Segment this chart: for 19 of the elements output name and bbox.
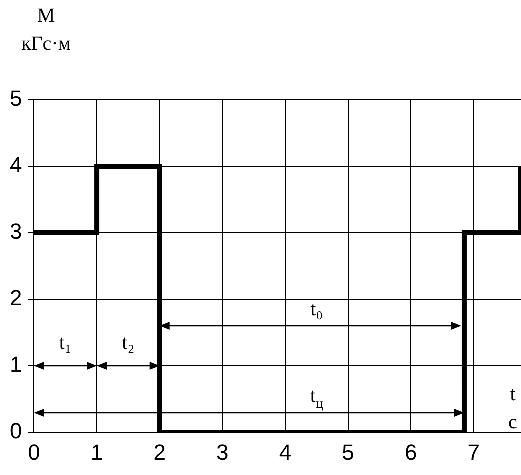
x-tick-label: 6	[404, 440, 418, 465]
x-tick-label: 2	[154, 440, 166, 465]
y-tick-label: 2	[10, 286, 22, 311]
x-tick-label: 3	[216, 440, 229, 465]
y-tick-label: 0	[10, 418, 22, 444]
x-tick-label: 5	[342, 440, 354, 465]
y-tick-label: 3	[10, 219, 22, 244]
annotation: t₁	[59, 332, 72, 354]
x-tick-label: 4	[279, 440, 292, 465]
annotation: t₂	[122, 332, 135, 354]
y-tick-label: 1	[10, 352, 22, 378]
x-tick-label: 1	[90, 440, 104, 465]
annotation: t₀	[310, 298, 324, 321]
x-tick-label: 7	[468, 440, 480, 465]
x-axis-title: t с	[508, 384, 518, 434]
y-tick-label: 4	[10, 152, 22, 178]
y-axis-title: M кГс·м	[22, 5, 72, 55]
x-tick-label: 0	[28, 440, 40, 465]
y-tick-label: 5	[10, 86, 22, 112]
